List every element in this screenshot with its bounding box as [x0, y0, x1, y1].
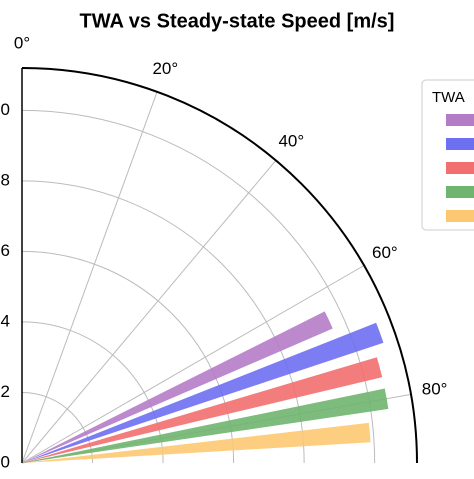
legend-title: TWA — [432, 89, 465, 106]
theta-tick-label: 80° — [422, 380, 448, 399]
r-tick-label: 6 — [1, 241, 10, 260]
legend-swatch — [446, 186, 474, 198]
grid-circle — [21, 250, 235, 464]
legend-swatch — [446, 210, 474, 222]
grid-line — [21, 160, 277, 464]
grid-line — [21, 91, 158, 464]
bar — [22, 357, 383, 463]
legend-swatch — [446, 114, 474, 126]
grid-line — [21, 265, 365, 464]
grid-circle — [21, 109, 376, 464]
grid-circle — [21, 321, 164, 464]
chart-title: TWA vs Steady-state Speed [m/s] — [80, 10, 395, 32]
r-tick-label: 0 — [1, 452, 10, 471]
legend-swatch — [446, 138, 474, 150]
bar — [22, 422, 371, 463]
theta-tick-label: 20° — [152, 59, 178, 78]
grid-circle — [21, 180, 305, 464]
r-tick-label: 2 — [1, 382, 10, 401]
outer-arc — [21, 67, 418, 464]
bar — [22, 322, 384, 463]
theta-tick-label: 0° — [14, 33, 30, 52]
bar — [22, 388, 389, 463]
theta-tick-label: 40° — [278, 132, 304, 151]
r-tick-label: 4 — [1, 311, 10, 330]
bar — [22, 311, 333, 463]
r-tick-label: 8 — [1, 170, 10, 189]
legend-swatch — [446, 162, 474, 174]
theta-tick-label: 60° — [372, 243, 398, 262]
r-tick-label: 10 — [0, 100, 10, 119]
